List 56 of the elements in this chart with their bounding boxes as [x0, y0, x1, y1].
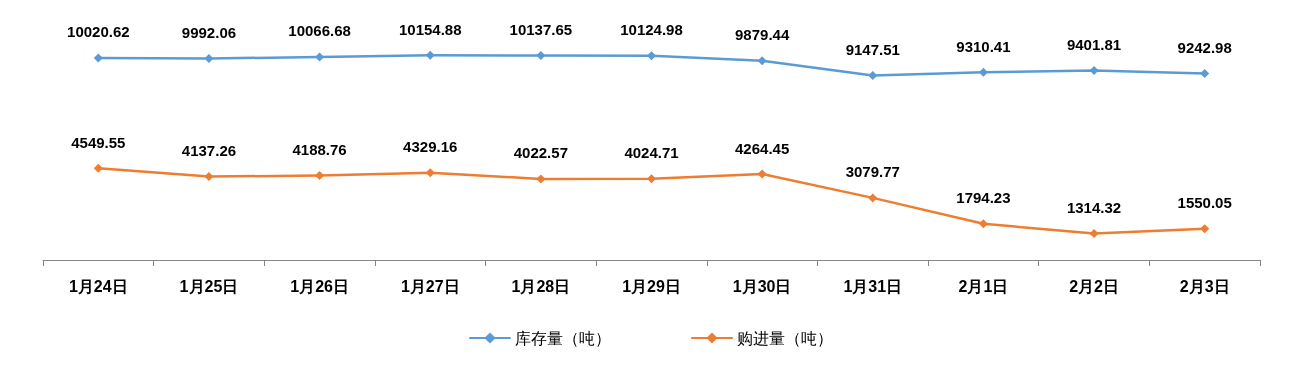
- x-tick-label: 2月2日: [1069, 277, 1119, 295]
- point: [757, 56, 767, 66]
- x-tick-label: 1月24日: [68, 277, 128, 295]
- point: [868, 71, 878, 81]
- point: [647, 51, 656, 61]
- data-label: 1550.05: [1177, 194, 1232, 212]
- point: [978, 219, 988, 229]
- x-tick-label: 1月27日: [400, 277, 460, 295]
- data-label: 10066.68: [288, 22, 351, 40]
- data-label: 4329.16: [403, 138, 458, 156]
- point: [1200, 224, 1210, 234]
- point: [204, 53, 214, 63]
- point: [315, 171, 325, 181]
- point: [93, 53, 103, 63]
- data-label: 3079.77: [845, 163, 900, 181]
- point: [757, 169, 767, 179]
- data-label: 1794.23: [956, 189, 1011, 207]
- data-label: 4137.26: [181, 142, 237, 160]
- legend-label: 库存量（吨）: [515, 329, 611, 347]
- data-label: 1314.32: [1066, 198, 1122, 216]
- point: [425, 50, 435, 60]
- data-label: 9879.44: [735, 26, 790, 44]
- point: [425, 168, 435, 178]
- data-label: 9310.41: [956, 37, 1011, 55]
- data-label: 4024.71: [624, 144, 679, 162]
- data-label: 10154.88: [398, 20, 462, 38]
- data-label: 4022.57: [513, 144, 568, 162]
- x-tick-label: 1月29日: [622, 277, 681, 295]
- data-label: 9992.06: [181, 23, 237, 41]
- x-tick-label: 2月1日: [958, 277, 1009, 295]
- point: [1089, 65, 1099, 75]
- x-tick-label: 1月30日: [732, 277, 792, 295]
- point: [1089, 228, 1099, 238]
- x-tick-label: 1月28日: [511, 277, 571, 295]
- x-tick-label: 1月26日: [290, 277, 349, 295]
- data-label: 9147.51: [845, 41, 900, 59]
- point: [868, 193, 878, 203]
- x-tick-label: 1月25日: [179, 277, 239, 295]
- point: [536, 174, 546, 184]
- point: [204, 172, 214, 182]
- x-tick-label: 1月31日: [843, 277, 903, 295]
- data-label: 4264.45: [735, 139, 790, 157]
- data-label: 10020.62: [67, 23, 130, 41]
- point: [647, 174, 656, 184]
- point: [978, 67, 988, 77]
- point: [1200, 69, 1210, 79]
- data-label: 9401.81: [1066, 35, 1122, 53]
- data-label: 4188.76: [292, 141, 347, 159]
- data-label: 10137.65: [509, 21, 573, 39]
- point: [93, 163, 103, 173]
- data-label: 4549.55: [71, 133, 126, 151]
- legend-label: 购进量（吨）: [737, 329, 833, 347]
- point: [536, 51, 546, 61]
- data-label: 10124.98: [620, 21, 683, 39]
- x-tick-label: 2月3日: [1179, 277, 1230, 295]
- data-label: 9242.98: [1177, 39, 1232, 57]
